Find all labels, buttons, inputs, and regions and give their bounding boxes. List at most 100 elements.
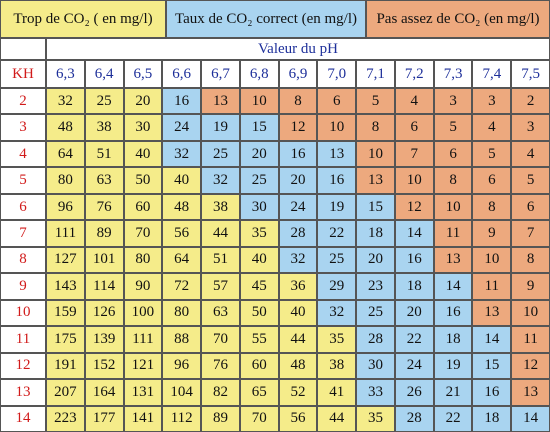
co2-value: 25 xyxy=(84,88,124,115)
co2-value: 88 xyxy=(162,326,202,353)
co2-value: 16 xyxy=(394,246,434,274)
co2-value: 44 xyxy=(317,405,357,432)
legend-cell: Taux de CO₂ correct (en mg/l) xyxy=(166,0,366,38)
co2-value: 9 xyxy=(472,220,512,247)
co2-value: 114 xyxy=(84,273,124,300)
co2-value: 13 xyxy=(201,88,240,115)
co2-value: 4 xyxy=(511,140,550,168)
co2-value: 16 xyxy=(472,379,512,406)
co2-value: 80 xyxy=(46,167,85,194)
co2-value: 13 xyxy=(356,167,395,194)
kh-value: 4 xyxy=(0,140,46,168)
ph-value: 7,5 xyxy=(511,60,550,88)
co2-value: 26 xyxy=(394,379,434,406)
co2-value: 10 xyxy=(394,167,434,194)
co2-value: 38 xyxy=(84,114,124,141)
co2-value: 14 xyxy=(394,220,434,247)
co2-value: 48 xyxy=(46,114,85,141)
co2-value: 18 xyxy=(356,220,395,247)
co2-value: 13 xyxy=(317,140,357,168)
co2-value: 20 xyxy=(278,167,318,194)
co2-value: 22 xyxy=(394,326,434,353)
co2-value: 25 xyxy=(356,299,395,327)
co2-value: 28 xyxy=(394,405,434,432)
co2-value: 13 xyxy=(433,246,473,274)
co2-value: 30 xyxy=(239,193,279,221)
co2-value: 33 xyxy=(356,379,395,406)
kh-value: 5 xyxy=(0,167,46,194)
co2-value: 127 xyxy=(46,246,85,274)
co2-value: 60 xyxy=(123,193,163,221)
co2-value: 51 xyxy=(201,246,240,274)
co2-value: 20 xyxy=(356,246,395,274)
co2-value: 45 xyxy=(239,273,279,300)
co2-value: 207 xyxy=(46,379,85,406)
kh-value: 6 xyxy=(0,193,46,221)
co2-value: 30 xyxy=(356,352,395,380)
co2-value: 57 xyxy=(201,273,240,300)
ph-value: 7,3 xyxy=(433,60,473,88)
co2-value: 5 xyxy=(472,140,512,168)
co2-value: 44 xyxy=(201,220,240,247)
co2-value: 164 xyxy=(84,379,124,406)
co2-value: 64 xyxy=(46,140,85,168)
co2-value: 6 xyxy=(433,140,473,168)
co2-value: 8 xyxy=(356,114,395,141)
co2-value: 35 xyxy=(356,405,395,432)
co2-value: 60 xyxy=(239,352,279,380)
co2-value: 126 xyxy=(84,299,124,327)
co2-value: 4 xyxy=(472,114,512,141)
co2-value: 24 xyxy=(394,352,434,380)
co2-value: 22 xyxy=(433,405,473,432)
co2-value: 5 xyxy=(511,167,550,194)
co2-value: 100 xyxy=(123,299,163,327)
co2-value: 25 xyxy=(317,246,357,274)
co2-value: 15 xyxy=(356,193,395,221)
co2-value: 10 xyxy=(239,88,279,115)
co2-value: 18 xyxy=(394,273,434,300)
co2-value: 191 xyxy=(46,352,85,380)
co2-value: 80 xyxy=(162,299,202,327)
co2-value: 76 xyxy=(201,352,240,380)
co2-value: 19 xyxy=(433,352,473,380)
co2-value: 139 xyxy=(84,326,124,353)
kh-value: 3 xyxy=(0,114,46,141)
kh-value: 10 xyxy=(0,299,46,327)
co2-value: 70 xyxy=(239,405,279,432)
co2-value: 8 xyxy=(511,246,550,274)
kh-value: 7 xyxy=(0,220,46,247)
co2-value: 111 xyxy=(123,326,163,353)
co2-value: 96 xyxy=(162,352,202,380)
co2-value: 16 xyxy=(317,167,357,194)
co2-value: 12 xyxy=(278,114,318,141)
co2-value: 10 xyxy=(433,193,473,221)
kh-value: 8 xyxy=(0,246,46,274)
co2-value: 20 xyxy=(394,299,434,327)
co2-value: 29 xyxy=(317,273,357,300)
ph-value: 6,3 xyxy=(46,60,85,88)
co2-value: 52 xyxy=(278,379,318,406)
co2-value: 104 xyxy=(162,379,202,406)
co2-value: 121 xyxy=(123,352,163,380)
co2-value: 35 xyxy=(239,220,279,247)
co2-value: 80 xyxy=(123,246,163,274)
co2-value: 141 xyxy=(123,405,163,432)
co2-value: 32 xyxy=(317,299,357,327)
co2-value: 112 xyxy=(162,405,202,432)
co2-value: 24 xyxy=(278,193,318,221)
co2-value: 8 xyxy=(472,193,512,221)
ph-value: 6,8 xyxy=(239,60,279,88)
co2-value: 38 xyxy=(201,193,240,221)
co2-value: 25 xyxy=(201,140,240,168)
co2-value: 5 xyxy=(433,114,473,141)
co2-value: 152 xyxy=(84,352,124,380)
co2-value: 48 xyxy=(278,352,318,380)
co2-value: 6 xyxy=(472,167,512,194)
co2-value: 70 xyxy=(123,220,163,247)
co2-value: 40 xyxy=(162,167,202,194)
co2-value: 40 xyxy=(239,246,279,274)
ph-value: 6,4 xyxy=(84,60,124,88)
co2-value: 177 xyxy=(84,405,124,432)
co2-value: 76 xyxy=(84,193,124,221)
